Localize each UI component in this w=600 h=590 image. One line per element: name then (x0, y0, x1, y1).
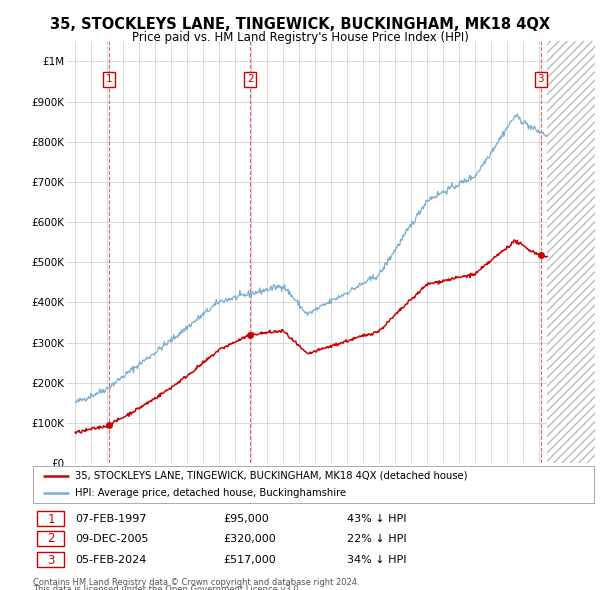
Text: 3: 3 (47, 553, 55, 566)
Text: £320,000: £320,000 (224, 534, 277, 544)
Text: 3: 3 (538, 74, 544, 84)
Text: 09-DEC-2005: 09-DEC-2005 (75, 534, 149, 544)
FancyBboxPatch shape (37, 512, 64, 526)
FancyBboxPatch shape (37, 531, 64, 546)
Text: 1: 1 (106, 74, 112, 84)
Text: 2: 2 (247, 74, 254, 84)
Text: 43% ↓ HPI: 43% ↓ HPI (347, 514, 407, 524)
Text: 35, STOCKLEYS LANE, TINGEWICK, BUCKINGHAM, MK18 4QX (detached house): 35, STOCKLEYS LANE, TINGEWICK, BUCKINGHA… (75, 471, 467, 481)
Text: £517,000: £517,000 (224, 555, 277, 565)
Text: 05-FEB-2024: 05-FEB-2024 (75, 555, 146, 565)
FancyBboxPatch shape (37, 552, 64, 567)
Text: HPI: Average price, detached house, Buckinghamshire: HPI: Average price, detached house, Buck… (75, 488, 346, 498)
Text: 35, STOCKLEYS LANE, TINGEWICK, BUCKINGHAM, MK18 4QX: 35, STOCKLEYS LANE, TINGEWICK, BUCKINGHA… (50, 17, 550, 31)
Text: This data is licensed under the Open Government Licence v3.0.: This data is licensed under the Open Gov… (33, 585, 301, 590)
Text: 2: 2 (47, 532, 55, 545)
Text: 34% ↓ HPI: 34% ↓ HPI (347, 555, 407, 565)
Text: 22% ↓ HPI: 22% ↓ HPI (347, 534, 407, 544)
Text: Price paid vs. HM Land Registry's House Price Index (HPI): Price paid vs. HM Land Registry's House … (131, 31, 469, 44)
Text: Contains HM Land Registry data © Crown copyright and database right 2024.: Contains HM Land Registry data © Crown c… (33, 578, 359, 587)
Text: £95,000: £95,000 (224, 514, 269, 524)
Text: 07-FEB-1997: 07-FEB-1997 (75, 514, 146, 524)
Text: 1: 1 (47, 513, 55, 526)
